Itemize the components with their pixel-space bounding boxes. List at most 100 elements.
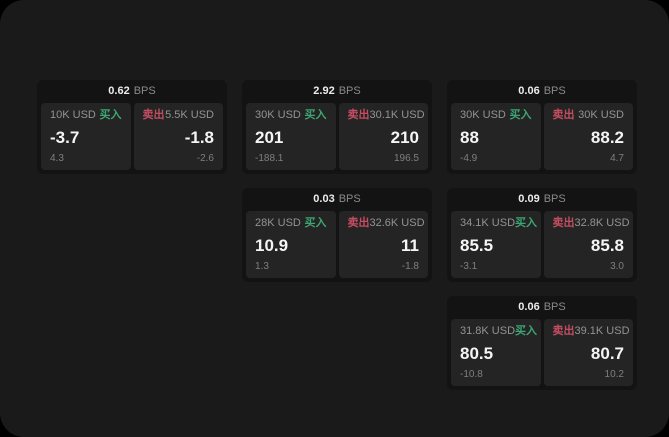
sell-tile-header: 卖出 30K USD [553,110,625,121]
buy-amount-label: 31.8K USD [460,325,516,337]
sell-price-value: -1.8 [184,128,214,147]
buy-delta-value: -3.1 [460,261,478,272]
sell-side-label: 卖出 [142,109,165,121]
bps-spread-header: 0.62 BPS [37,80,227,103]
buy-price-value: 201 [255,128,284,147]
sell-side-label: 卖出 [552,217,575,229]
sell-delta-value: -2.6 [196,153,214,164]
sell-quote-tile[interactable]: 卖出 30K USD 88.2 4.7 [543,103,633,170]
buy-side-label: 买入 [515,217,538,229]
buy-delta-value: -10.8 [460,369,483,380]
buy-delta-value: -4.9 [460,153,478,164]
buy-side-label: 买入 [304,109,327,121]
buy-quote-tile[interactable]: 28K USD 买入 10.9 1.3 [246,211,336,278]
sell-delta-value: 3.0 [610,261,624,272]
sell-quote-tile[interactable]: 卖出 32.6K USD 11 -1.8 [338,211,428,278]
bps-spread-header: 0.06 BPS [447,296,637,319]
quote-card: 0.62 BPS 10K USD 买入 -3.7 4.3 卖出 5.5K USD… [37,80,227,174]
sell-delta-value: 4.7 [610,153,624,164]
buy-price-value: -3.7 [50,128,80,147]
quote-panels: 10K USD 买入 -3.7 4.3 卖出 5.5K USD -1.8 -2.… [37,103,227,174]
buy-amount-label: 30K USD [460,109,506,121]
sell-delta-value: 10.2 [604,369,624,380]
quote-panels: 34.1K USD 买入 85.5 -3.1 卖出 32.8K USD 85.8… [447,211,637,282]
buy-amount-label: 30K USD [255,109,301,121]
buy-delta-value: 4.3 [50,153,64,164]
sell-delta-value: 196.5 [393,153,419,164]
quote-card: 2.92 BPS 30K USD 买入 201 -188.1 卖出 30.1K … [242,80,432,174]
sell-amount-label: 32.8K USD [574,217,630,229]
sell-quote-tile[interactable]: 卖出 39.1K USD 80.7 10.2 [543,319,633,386]
buy-tile-header: 10K USD 买入 [50,110,122,121]
sell-amount-label: 30K USD [578,109,624,121]
cards-grid: 0.62 BPS 10K USD 买入 -3.7 4.3 卖出 5.5K USD… [37,80,637,390]
bps-unit-label: BPS [543,301,566,313]
sell-tile-header: 卖出 39.1K USD [552,325,630,337]
quote-panels: 30K USD 买入 88 -4.9 卖出 30K USD 88.2 4.7 [447,103,637,174]
quote-card: 0.09 BPS 34.1K USD 买入 85.5 -3.1 卖出 32.8K… [447,188,637,282]
quote-card: 0.03 BPS 28K USD 买入 10.9 1.3 卖出 32.6K US… [242,188,432,282]
buy-quote-tile[interactable]: 10K USD 买入 -3.7 4.3 [41,103,131,170]
buy-quote-tile[interactable]: 31.8K USD 买入 80.5 -10.8 [451,319,541,386]
sell-quote-tile[interactable]: 卖出 30.1K USD 210 196.5 [338,103,428,170]
buy-delta-value: 1.3 [255,261,269,272]
quote-card: 0.06 BPS 31.8K USD 买入 80.5 -10.8 卖出 39.1… [447,296,637,390]
buy-quote-tile[interactable]: 30K USD 买入 201 -188.1 [246,103,336,170]
quote-panels: 31.8K USD 买入 80.5 -10.8 卖出 39.1K USD 80.… [447,319,637,390]
buy-side-label: 买入 [515,325,538,337]
quote-panels: 28K USD 买入 10.9 1.3 卖出 32.6K USD 11 -1.8 [242,211,432,282]
buy-amount-label: 28K USD [255,217,301,229]
sell-tile-header: 卖出 32.8K USD [552,217,630,229]
bps-spread-header: 0.03 BPS [242,188,432,211]
bps-value: 0.06 [518,301,540,313]
sell-price-value: 80.7 [590,344,624,363]
buy-tile-header: 34.1K USD 买入 [460,217,537,229]
sell-side-label: 卖出 [347,217,370,229]
sell-side-label: 卖出 [552,109,575,121]
sell-amount-label: 30.1K USD [369,109,425,121]
bps-unit-label: BPS [133,85,156,97]
buy-quote-tile[interactable]: 34.1K USD 买入 85.5 -3.1 [451,211,541,278]
sell-side-label: 卖出 [347,109,370,121]
buy-side-label: 买入 [99,109,122,121]
bps-unit-label: BPS [338,193,361,205]
sell-amount-label: 5.5K USD [165,109,214,121]
bps-unit-label: BPS [543,85,566,97]
buy-tile-header: 30K USD 买入 [460,110,532,121]
buy-price-value: 85.5 [460,236,494,255]
sell-tile-header: 卖出 30.1K USD [347,109,425,121]
buy-price-value: 80.5 [460,344,494,363]
bps-value: 0.06 [518,85,540,97]
bps-spread-header: 0.06 BPS [447,80,637,103]
buy-tile-header: 28K USD 买入 [255,218,327,229]
sell-quote-tile[interactable]: 卖出 5.5K USD -1.8 -2.6 [133,103,223,170]
bps-value: 0.03 [313,193,335,205]
bps-unit-label: BPS [338,85,361,97]
sell-price-value: 11 [401,236,419,255]
sell-price-value: 210 [390,128,419,147]
sell-price-value: 85.8 [590,236,624,255]
bps-spread-header: 0.09 BPS [447,188,637,211]
bps-spread-header: 2.92 BPS [242,80,432,103]
buy-amount-label: 34.1K USD [460,217,516,229]
buy-price-value: 88 [460,128,479,147]
sell-quote-tile[interactable]: 卖出 32.8K USD 85.8 3.0 [543,211,633,278]
buy-tile-header: 30K USD 买入 [255,110,327,121]
buy-tile-header: 31.8K USD 买入 [460,325,537,337]
buy-quote-tile[interactable]: 30K USD 买入 88 -4.9 [451,103,541,170]
bps-unit-label: BPS [543,193,566,205]
buy-delta-value: -188.1 [255,153,284,164]
sell-price-value: 88.2 [590,128,624,147]
bps-value: 0.62 [108,85,130,97]
bps-value: 2.92 [313,85,335,97]
sell-tile-header: 卖出 32.6K USD [347,217,425,229]
buy-side-label: 买入 [304,217,327,229]
buy-price-value: 10.9 [255,236,289,255]
sell-side-label: 卖出 [552,325,575,337]
buy-amount-label: 10K USD [50,109,96,121]
quote-panels: 30K USD 买入 201 -188.1 卖出 30.1K USD 210 1… [242,103,432,174]
bps-value: 0.09 [518,193,540,205]
sell-tile-header: 卖出 5.5K USD [143,110,215,121]
quote-card: 0.06 BPS 30K USD 买入 88 -4.9 卖出 30K USD 8… [447,80,637,174]
